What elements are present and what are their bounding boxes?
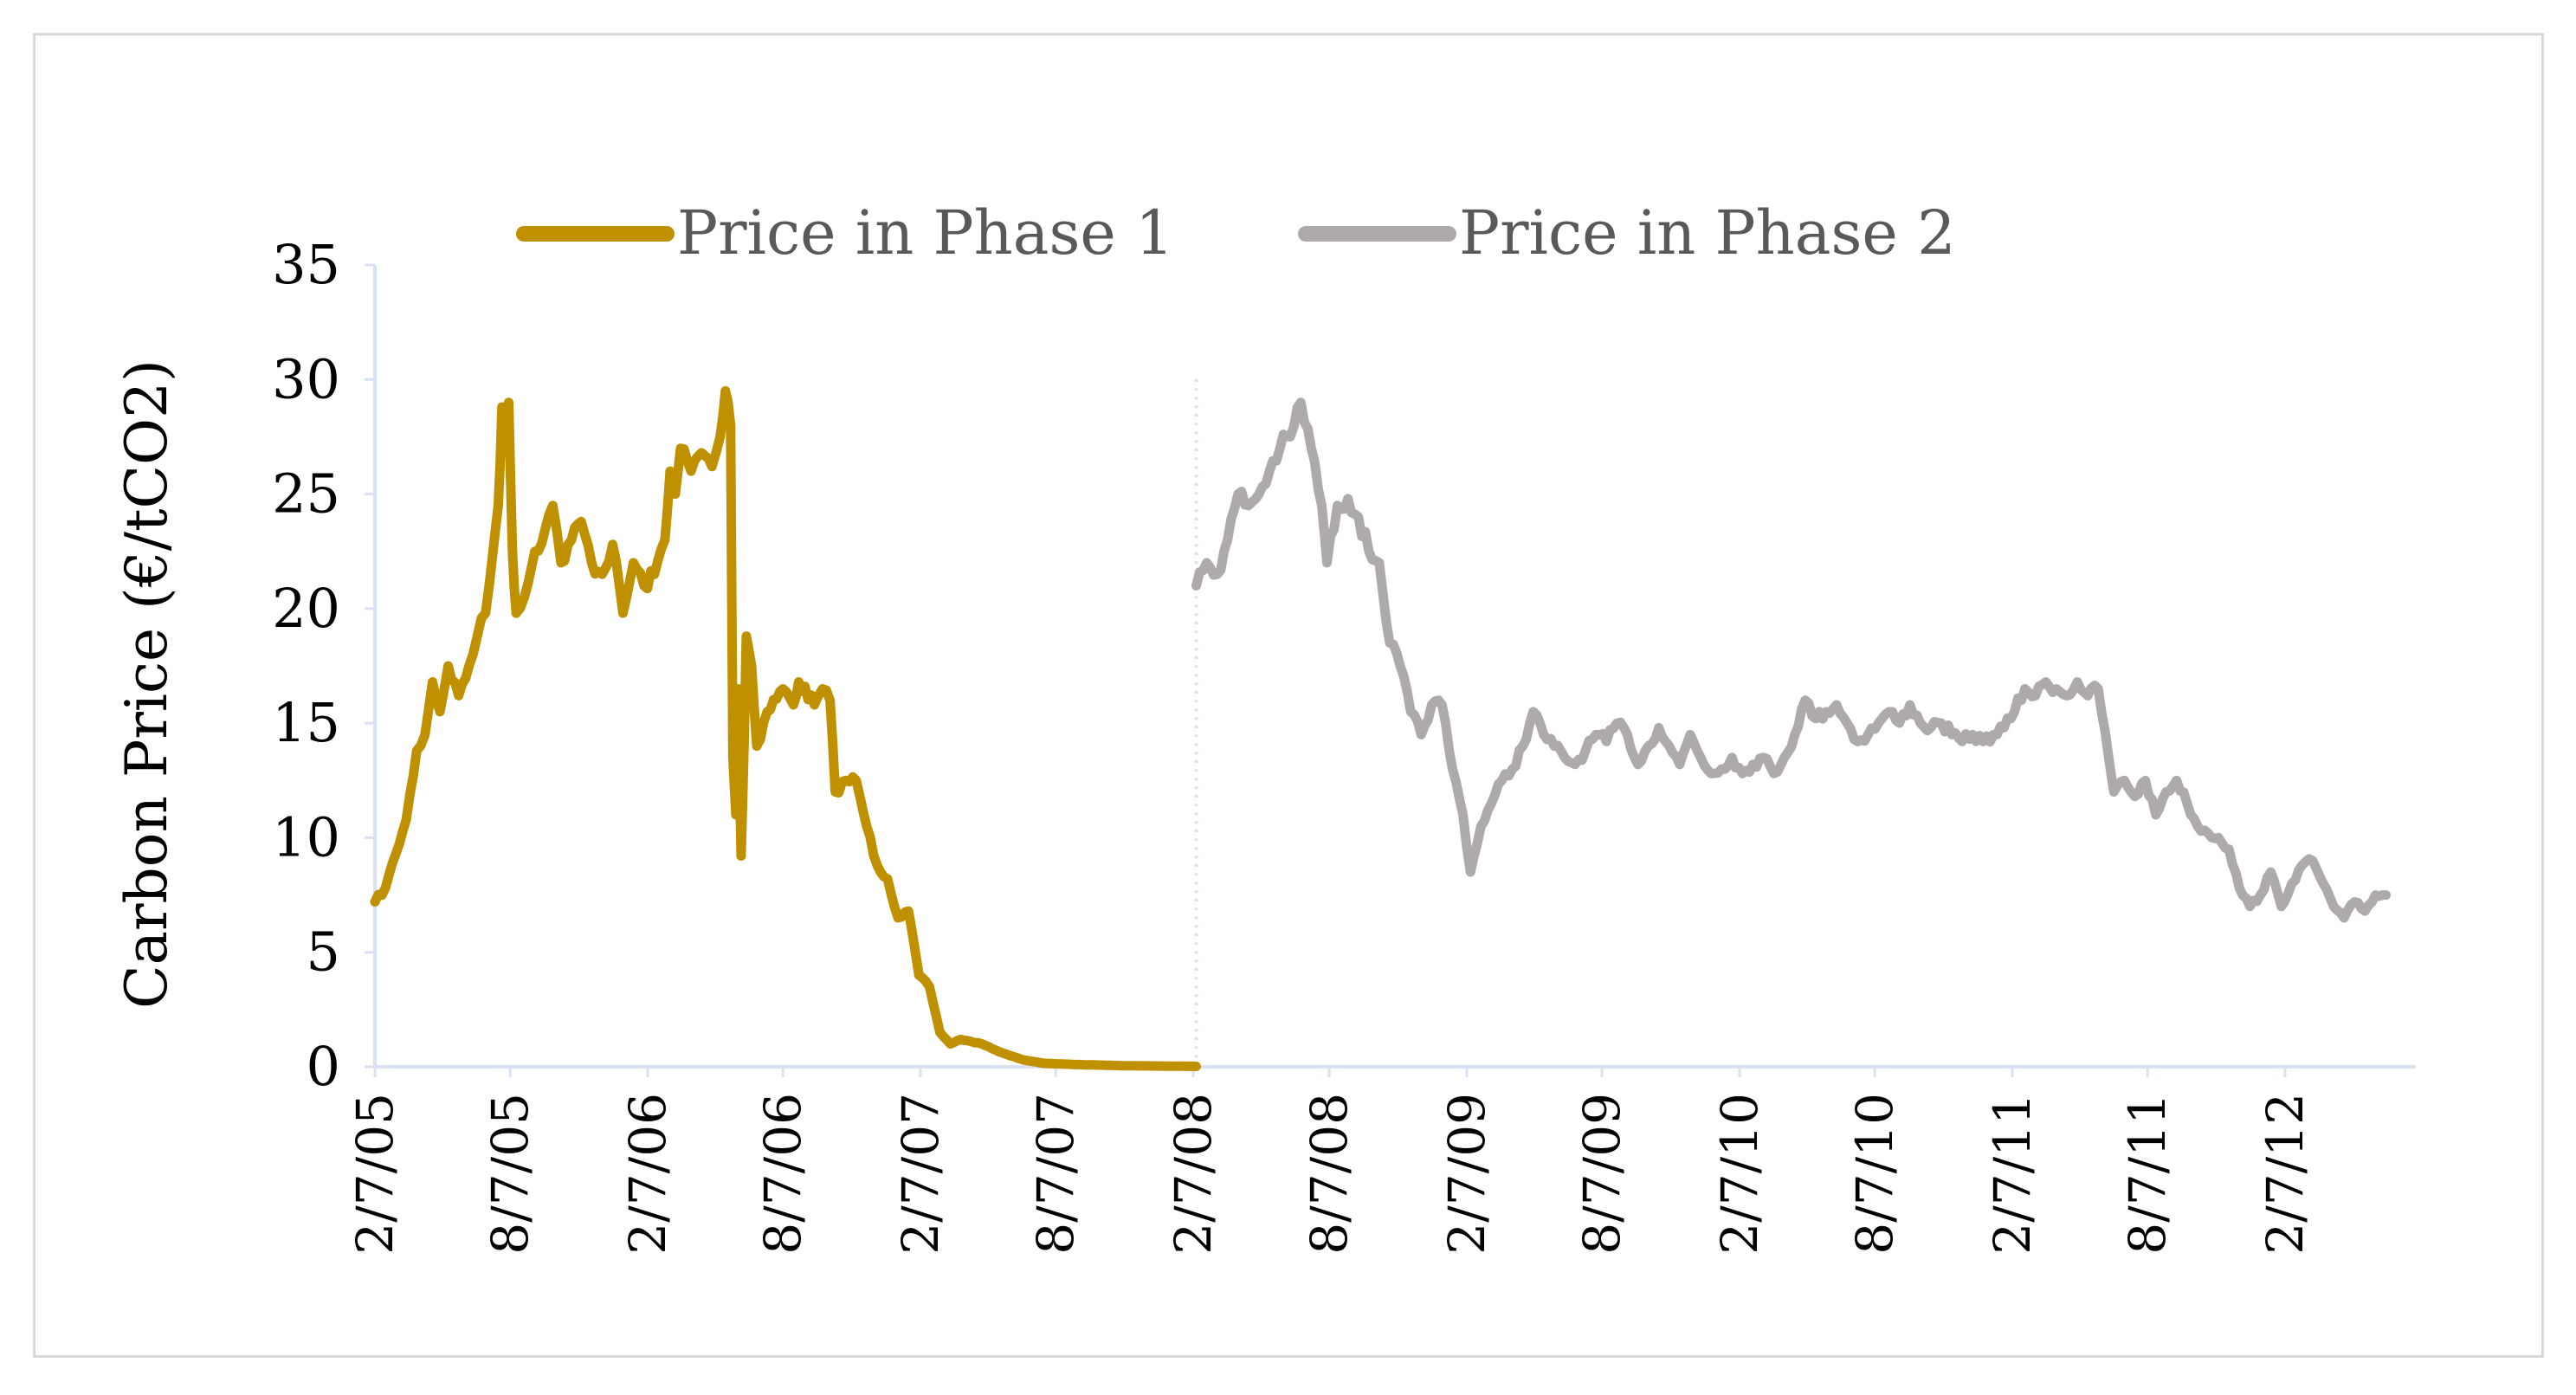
x-tick-labels: 2/7/05 8/7/05 2/7/06 8/7/06 2/7/07 8/7/07 2/7/… (345, 1093, 2315, 1255)
x-tick-label: 8/7/09 (1572, 1093, 1631, 1255)
axes (365, 263, 2416, 1077)
x-tick-label: 8/7/06 (753, 1093, 812, 1255)
series-line-phase-2 (1191, 397, 2391, 923)
y-tick-labels: 0 5 10 15 20 25 30 35 (272, 233, 340, 1098)
y-tick-label: 10 (272, 805, 340, 869)
y-tick-label: 5 (307, 920, 340, 984)
x-tick-label: 2/7/07 (891, 1093, 950, 1255)
x-tick-label: 2/7/06 (618, 1093, 677, 1255)
series-line-phase-1 (370, 386, 1201, 1071)
legend-label-phase-2: Price in Phase 2 (1459, 197, 1956, 268)
x-tick-label: 2/7/08 (1164, 1093, 1223, 1255)
series-lines (370, 386, 2391, 1071)
y-tick-label: 0 (307, 1035, 340, 1098)
x-tick-label: 2/7/11 (1983, 1093, 2042, 1255)
y-tick-label: 25 (272, 462, 340, 526)
x-tick-label: 2/7/05 (345, 1093, 404, 1255)
chart-frame (33, 33, 2544, 1358)
y-tick-label: 30 (272, 347, 340, 410)
x-tick-label: 2/7/09 (1437, 1093, 1496, 1255)
y-tick-label: 15 (272, 691, 340, 754)
x-tick-label: 8/7/08 (1300, 1093, 1359, 1255)
x-tick-label: 8/7/05 (481, 1093, 539, 1255)
x-tick-label: 8/7/07 (1026, 1093, 1085, 1255)
x-tick-label: 8/7/10 (1845, 1093, 1904, 1255)
y-axis-title: Carbon Price (€/tCO2) (113, 359, 180, 1009)
legend: Price in Phase 1 Price in Phase 2 (516, 197, 1956, 268)
legend-label-phase-1: Price in Phase 1 (677, 197, 1174, 268)
x-tick-label: 8/7/11 (2118, 1093, 2177, 1255)
y-tick-label: 35 (272, 233, 340, 296)
y-tick-label: 20 (272, 577, 340, 640)
x-tick-label: 2/7/12 (2256, 1093, 2315, 1255)
x-tick-label: 2/7/10 (1710, 1093, 1769, 1255)
